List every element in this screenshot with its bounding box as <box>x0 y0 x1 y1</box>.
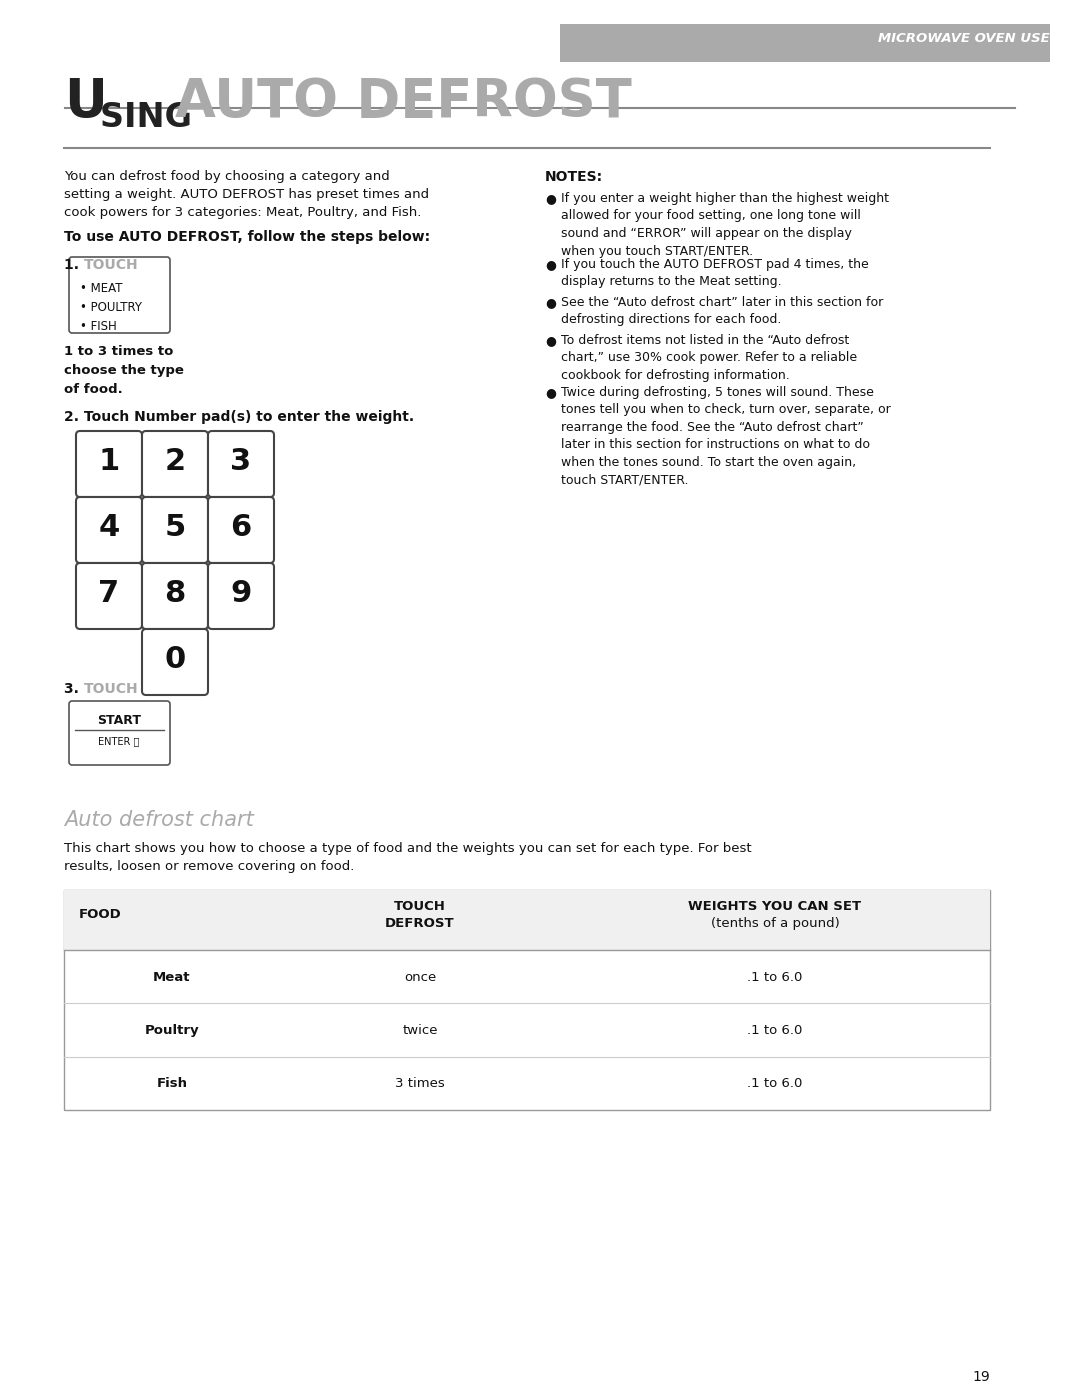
Text: 19: 19 <box>972 1370 990 1384</box>
Text: twice: twice <box>402 1024 437 1037</box>
Text: ENTER 🔒: ENTER 🔒 <box>98 736 139 746</box>
FancyBboxPatch shape <box>76 432 141 497</box>
Text: To use AUTO DEFROST, follow the steps below:: To use AUTO DEFROST, follow the steps be… <box>64 231 430 244</box>
Text: 3: 3 <box>230 447 252 476</box>
Text: MICROWAVE OVEN USE: MICROWAVE OVEN USE <box>878 32 1050 45</box>
Text: START: START <box>97 714 141 726</box>
Text: .1 to 6.0: .1 to 6.0 <box>747 1024 802 1037</box>
Text: ●: ● <box>545 258 556 271</box>
Text: This chart shows you how to choose a type of food and the weights you can set fo: This chart shows you how to choose a typ… <box>64 842 752 873</box>
FancyBboxPatch shape <box>141 497 208 563</box>
Text: Fish: Fish <box>157 1077 188 1090</box>
Text: • MEAT
• POULTRY
• FISH: • MEAT • POULTRY • FISH <box>80 282 141 332</box>
Text: ●: ● <box>545 334 556 346</box>
Text: 2: 2 <box>164 447 186 476</box>
Text: See the “Auto defrost chart” later in this section for
defrosting directions for: See the “Auto defrost chart” later in th… <box>561 296 883 327</box>
Text: If you touch the AUTO DEFROST pad 4 times, the
display returns to the Meat setti: If you touch the AUTO DEFROST pad 4 time… <box>561 258 868 289</box>
FancyBboxPatch shape <box>76 563 141 629</box>
Text: 7: 7 <box>98 580 120 609</box>
FancyBboxPatch shape <box>561 24 1050 61</box>
Text: 1 to 3 times to
choose the type
of food.: 1 to 3 times to choose the type of food. <box>64 345 184 395</box>
Text: 5: 5 <box>164 514 186 542</box>
Text: 8: 8 <box>164 580 186 609</box>
FancyBboxPatch shape <box>141 563 208 629</box>
Text: 9: 9 <box>230 580 252 609</box>
Text: You can defrost food by choosing a category and
setting a weight. AUTO DEFROST h: You can defrost food by choosing a categ… <box>64 170 429 219</box>
Text: 3 times: 3 times <box>395 1077 445 1090</box>
FancyBboxPatch shape <box>141 629 208 694</box>
Text: ●: ● <box>545 296 556 309</box>
Text: 0: 0 <box>164 645 186 675</box>
FancyBboxPatch shape <box>69 257 170 332</box>
Text: 2. Touch Number pad(s) to enter the weight.: 2. Touch Number pad(s) to enter the weig… <box>64 409 414 425</box>
FancyBboxPatch shape <box>69 701 170 766</box>
Text: FOOD: FOOD <box>79 908 122 921</box>
Text: 4: 4 <box>98 514 120 542</box>
Text: WEIGHTS YOU CAN SET: WEIGHTS YOU CAN SET <box>688 900 862 914</box>
Bar <box>64 890 990 950</box>
Text: If you enter a weight higher than the highest weight
allowed for your food setti: If you enter a weight higher than the hi… <box>561 191 889 257</box>
Text: 6: 6 <box>230 514 252 542</box>
FancyBboxPatch shape <box>208 497 274 563</box>
FancyBboxPatch shape <box>208 432 274 497</box>
Text: ●: ● <box>545 191 556 205</box>
Text: DEFROST: DEFROST <box>386 916 455 930</box>
Text: .1 to 6.0: .1 to 6.0 <box>747 971 802 983</box>
Text: 1.: 1. <box>64 258 84 272</box>
Text: 3.: 3. <box>64 682 84 696</box>
Text: TOUCH: TOUCH <box>84 258 138 272</box>
Text: Auto defrost chart: Auto defrost chart <box>64 810 254 830</box>
Text: TOUCH: TOUCH <box>84 682 138 696</box>
FancyBboxPatch shape <box>208 563 274 629</box>
Text: (tenths of a pound): (tenths of a pound) <box>711 916 839 930</box>
Text: U: U <box>64 75 107 129</box>
Text: .1 to 6.0: .1 to 6.0 <box>747 1077 802 1090</box>
Text: AUTO DEFROST: AUTO DEFROST <box>175 75 632 129</box>
Text: Poultry: Poultry <box>145 1024 200 1037</box>
Text: TOUCH: TOUCH <box>394 900 446 914</box>
FancyBboxPatch shape <box>141 432 208 497</box>
Bar <box>64 890 990 1111</box>
Text: SING: SING <box>100 101 204 134</box>
Text: once: once <box>404 971 436 983</box>
Text: 1: 1 <box>98 447 120 476</box>
FancyBboxPatch shape <box>76 497 141 563</box>
Text: ●: ● <box>545 386 556 400</box>
Text: To defrost items not listed in the “Auto defrost
chart,” use 30% cook power. Ref: To defrost items not listed in the “Auto… <box>561 334 858 381</box>
Text: NOTES:: NOTES: <box>545 170 603 184</box>
Text: Twice during defrosting, 5 tones will sound. These
tones tell you when to check,: Twice during defrosting, 5 tones will so… <box>561 386 891 486</box>
Text: Meat: Meat <box>153 971 191 983</box>
